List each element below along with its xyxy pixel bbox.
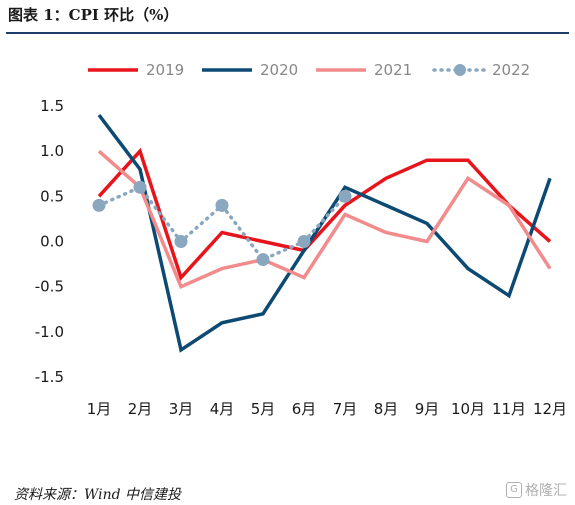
cpi-line-chart: 2019 2020 2021 2022 1.5 1.0 0.5 0.0 -0.5 -1.0 -1.… (35, 61, 567, 418)
x-tick-label: 5月 (251, 400, 276, 418)
legend-label-2022: 2022 (492, 61, 530, 79)
data-point-2022 (92, 198, 106, 212)
x-tick-label: 2月 (128, 400, 153, 418)
x-tick-label: 8月 (374, 400, 399, 418)
source-note: 资料来源：Wind 中信建投 (14, 487, 182, 503)
y-axis: 1.5 1.0 0.5 0.0 -0.5 -1.0 -1.5 (35, 97, 64, 386)
data-point-2022 (174, 235, 188, 248)
x-tick-label: 6月 (292, 400, 317, 418)
watermark-text: 格隆汇 (525, 483, 567, 499)
x-tick-label: 3月 (169, 400, 194, 418)
series-line-2019 (97, 147, 552, 282)
y-tick-label: -0.5 (35, 278, 64, 296)
y-tick-label: 1.5 (40, 97, 64, 115)
legend-marker-2022 (454, 64, 466, 76)
x-tick-label: 1月 (87, 400, 112, 418)
x-tick-label: 10月 (451, 400, 485, 418)
chart-title: 图表 1：CPI 环比（%） (8, 6, 179, 24)
y-tick-label: 0.5 (40, 187, 64, 205)
y-tick-label: 0.0 (40, 233, 64, 251)
data-point-2022 (338, 189, 352, 203)
x-tick-label: 12月 (533, 400, 567, 418)
x-tick-label: 11月 (492, 400, 526, 418)
chart-legend: 2019 2020 2021 2022 (88, 61, 530, 79)
x-tick-label: 9月 (415, 400, 440, 418)
title-divider (6, 32, 569, 34)
x-tick-label: 4月 (210, 400, 235, 418)
data-point-2022 (133, 180, 147, 194)
x-axis: 1月 2月 3月 4月 5月 6月 7月 8月 9月 10月 11月 12月 (87, 400, 567, 418)
watermark-logo-icon: G (506, 482, 522, 498)
data-point-2022 (297, 235, 311, 248)
x-tick-label: 7月 (333, 400, 358, 418)
y-tick-label: -1.0 (35, 323, 64, 341)
plot-area (92, 113, 552, 353)
legend-label-2021: 2021 (374, 61, 412, 79)
legend-label-2020: 2020 (260, 61, 298, 79)
data-point-2022 (215, 198, 229, 212)
data-point-2022 (256, 253, 270, 267)
legend-label-2019: 2019 (146, 61, 184, 79)
series-line-2021 (97, 149, 552, 290)
watermark: G 格隆汇 (506, 480, 567, 500)
series-line-2022 (97, 185, 347, 262)
y-tick-label: -1.5 (35, 368, 64, 386)
y-tick-label: 1.0 (40, 142, 64, 160)
